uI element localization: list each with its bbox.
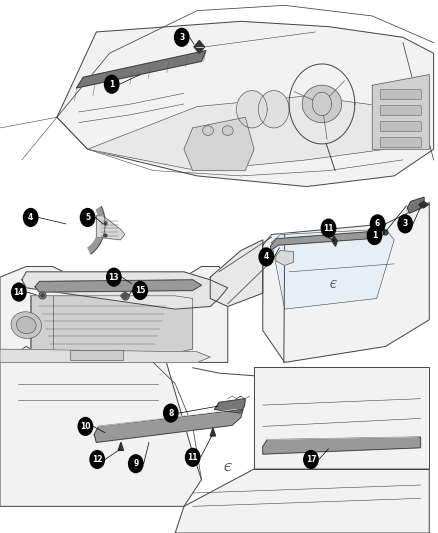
Polygon shape: [237, 91, 267, 128]
Polygon shape: [88, 96, 385, 171]
Polygon shape: [210, 240, 263, 306]
Polygon shape: [118, 442, 124, 450]
Polygon shape: [254, 367, 429, 469]
Text: 10: 10: [80, 422, 91, 431]
FancyBboxPatch shape: [380, 90, 421, 100]
Circle shape: [370, 214, 385, 233]
Text: 11: 11: [187, 453, 198, 462]
Circle shape: [89, 450, 105, 469]
Polygon shape: [276, 251, 293, 265]
Polygon shape: [271, 232, 368, 251]
Polygon shape: [96, 216, 125, 240]
Polygon shape: [372, 75, 429, 149]
Text: 3: 3: [403, 220, 408, 228]
Polygon shape: [0, 362, 201, 506]
Text: 6: 6: [375, 220, 380, 228]
Text: 9: 9: [133, 459, 138, 468]
Text: 12: 12: [92, 455, 102, 464]
Text: 15: 15: [135, 286, 145, 295]
Circle shape: [303, 450, 319, 469]
Polygon shape: [22, 272, 228, 309]
Ellipse shape: [17, 317, 36, 334]
Circle shape: [132, 281, 148, 300]
Polygon shape: [272, 229, 394, 309]
Text: Є: Є: [329, 280, 336, 290]
Polygon shape: [419, 201, 428, 208]
Text: 14: 14: [14, 288, 24, 296]
Polygon shape: [407, 197, 424, 213]
Circle shape: [78, 417, 93, 436]
Polygon shape: [302, 85, 342, 123]
Text: 11: 11: [323, 224, 334, 232]
Text: 8: 8: [168, 409, 173, 417]
Circle shape: [106, 268, 122, 287]
Circle shape: [367, 226, 382, 245]
Polygon shape: [35, 280, 201, 292]
Circle shape: [80, 208, 95, 227]
Polygon shape: [258, 91, 289, 128]
Circle shape: [185, 448, 201, 467]
Polygon shape: [0, 266, 228, 362]
Text: 17: 17: [306, 455, 316, 464]
Circle shape: [174, 28, 190, 47]
Polygon shape: [31, 296, 193, 354]
Circle shape: [397, 214, 413, 233]
Polygon shape: [77, 51, 206, 88]
Text: 4: 4: [264, 253, 269, 261]
Polygon shape: [332, 236, 337, 246]
Polygon shape: [194, 41, 205, 53]
Text: 4: 4: [28, 213, 33, 222]
Circle shape: [163, 403, 179, 423]
Text: Є: Є: [224, 463, 232, 473]
Circle shape: [258, 247, 274, 266]
Polygon shape: [0, 349, 210, 362]
Circle shape: [23, 208, 39, 227]
Ellipse shape: [11, 312, 42, 338]
Polygon shape: [215, 399, 245, 413]
Polygon shape: [57, 21, 434, 187]
Ellipse shape: [202, 126, 213, 135]
Polygon shape: [175, 469, 429, 533]
FancyBboxPatch shape: [380, 138, 421, 148]
Polygon shape: [210, 428, 215, 436]
FancyBboxPatch shape: [70, 350, 123, 360]
Circle shape: [321, 219, 336, 238]
Polygon shape: [94, 409, 243, 442]
Polygon shape: [120, 292, 129, 300]
Text: 3: 3: [179, 33, 184, 42]
Polygon shape: [184, 117, 254, 171]
FancyBboxPatch shape: [380, 122, 421, 132]
Text: 13: 13: [109, 273, 119, 281]
Polygon shape: [263, 437, 420, 454]
Ellipse shape: [223, 126, 233, 135]
Polygon shape: [312, 92, 332, 116]
FancyBboxPatch shape: [380, 106, 421, 116]
Polygon shape: [88, 207, 105, 254]
Text: 1: 1: [109, 80, 114, 88]
Circle shape: [11, 282, 27, 302]
Text: 1: 1: [372, 231, 377, 240]
Text: 5: 5: [85, 213, 90, 222]
Circle shape: [128, 454, 144, 473]
Polygon shape: [263, 203, 429, 362]
Circle shape: [104, 75, 120, 94]
